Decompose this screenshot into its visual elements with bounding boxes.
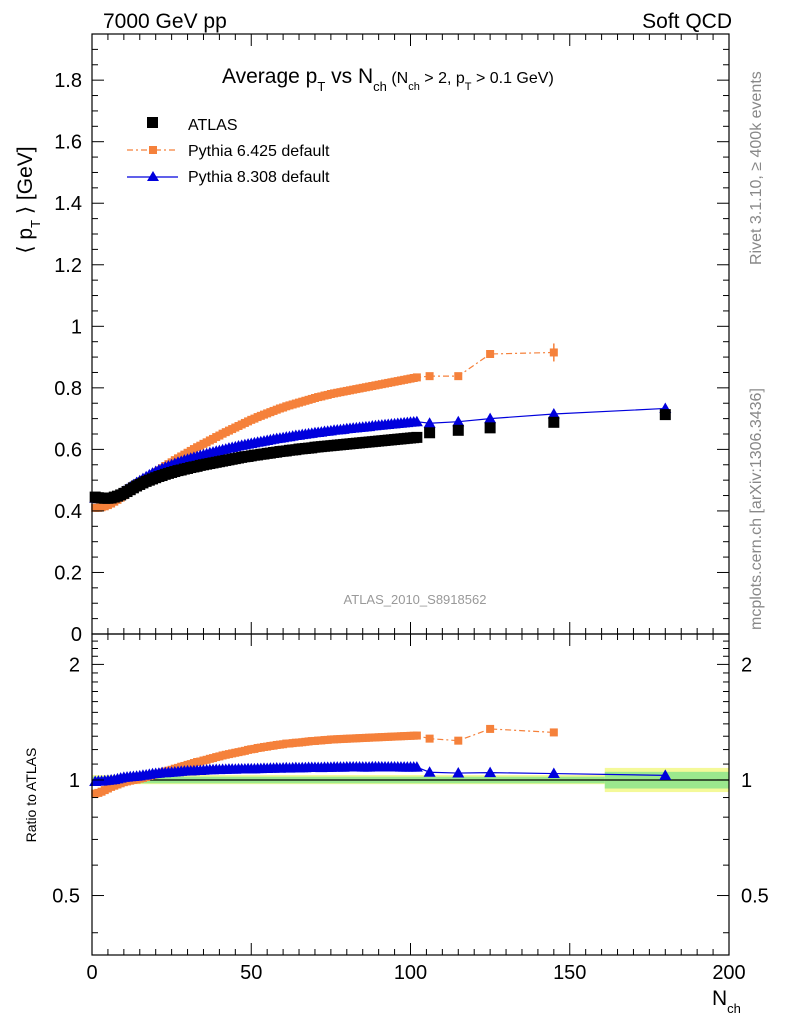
header-right: Soft QCD [642, 10, 732, 33]
ratio-y-tick-label-left: 2 [69, 654, 80, 676]
legend-item-pythia8: Pythia 8.308 default [127, 169, 330, 186]
legend-label-atlas: ATLAS [188, 117, 238, 134]
y-tick-label: 0.8 [54, 378, 82, 400]
y-tick-label: 1.8 [54, 70, 82, 92]
ratio-point-pythia8-102 [423, 766, 436, 777]
point-atlas-105 [548, 416, 560, 428]
x-tick-label: 50 [240, 962, 262, 984]
ratio-point-pythia6-105 [549, 728, 558, 737]
point-pythia8-102 [423, 417, 436, 428]
y-tick-label: 1.4 [54, 193, 82, 215]
legend-item-pythia6: Pythia 6.425 default [127, 143, 330, 160]
legend-label-pythia6: Pythia 6.425 default [188, 143, 330, 160]
point-pythia6-101 [412, 373, 421, 382]
y-axis-label: ⟨ pT ⟩ [GeV] [14, 146, 43, 253]
main-marks [89, 343, 672, 512]
legend: ATLAS Pythia 6.425 default Pythia 8.308 … [127, 117, 330, 186]
x-tick-label: 150 [553, 962, 586, 984]
point-pythia6-104 [486, 350, 495, 358]
ratio-y-tick-label-right: 0.5 [741, 886, 769, 908]
ratio-point-pythia6-101 [412, 731, 421, 740]
ratio-point-pythia8-104 [484, 766, 497, 778]
point-atlas-106 [659, 409, 671, 421]
mcplots-reference-label: mcplots.cern.ch [arXiv:1306.3436] [748, 388, 765, 630]
legend-marker-atlas [147, 117, 158, 128]
ratio-point-pythia8-105 [547, 767, 560, 779]
ratio-y-tick-label-left: 1 [69, 770, 80, 792]
legend-marker-pythia6 [149, 146, 157, 154]
x-tick-label: 0 [86, 962, 97, 984]
x-tick-label: 200 [712, 962, 745, 984]
y-tick-label: 1.6 [54, 132, 82, 154]
legend-item-atlas: ATLAS [147, 117, 238, 134]
ticks: 0 50 100 150 200 0 0.2 0.4 0.6 0.8 1 1.2 1.4 1.6 1.8 0.… [52, 34, 769, 984]
ratio-marks [89, 724, 729, 798]
ratio-point-pythia6-104 [486, 724, 495, 733]
legend-marker-pythia8 [147, 171, 159, 181]
point-atlas-104 [484, 422, 496, 434]
ratio-y-axis-label: Ratio to ATLAS [23, 748, 39, 843]
y-tick-label: 0.4 [54, 501, 82, 523]
legend-label-pythia8: Pythia 8.308 default [188, 169, 330, 186]
point-pythia6-102 [425, 372, 434, 381]
point-pythia6-103 [454, 372, 463, 381]
y-tick-label: 0.2 [54, 562, 82, 584]
y-tick-label: 0 [71, 624, 82, 646]
point-pythia8-105 [547, 408, 560, 419]
ratio-point-pythia6-102 [425, 734, 434, 743]
point-pythia8-103 [452, 415, 465, 427]
chart-title: Average pT vs Nch (Nch > 2, pT > 0.1 GeV… [222, 65, 554, 94]
ratio-plot-frame [91, 633, 730, 956]
ratio-point-pythia6-103 [454, 736, 463, 745]
ratio-point-pythia8-101 [410, 761, 423, 772]
y-tick-label: 0.6 [54, 439, 82, 461]
point-atlas-102 [424, 427, 436, 439]
x-axis-label: Nch [712, 987, 741, 1016]
point-atlas-103 [452, 424, 464, 436]
rivet-version-label: Rivet 3.1.10, ≥ 400k events [748, 71, 765, 265]
ratio-y-tick-label-left: 0.5 [52, 886, 80, 908]
ratio-point-pythia8-106 [659, 769, 672, 780]
point-pythia8-104 [484, 412, 497, 424]
ratio-y-tick-label-right: 2 [741, 654, 752, 676]
y-tick-label: 1.2 [54, 255, 82, 277]
x-tick-label: 100 [394, 962, 427, 984]
ratio-y-tick-label-right: 1 [741, 770, 752, 792]
ratio-point-pythia8-103 [452, 767, 465, 778]
analysis-watermark: ATLAS_2010_S8918562 [344, 592, 487, 607]
point-pythia8-101 [410, 415, 423, 427]
header-left: 7000 GeV pp [103, 10, 227, 33]
y-tick-label: 1 [71, 316, 82, 338]
point-atlas-101 [411, 431, 423, 443]
